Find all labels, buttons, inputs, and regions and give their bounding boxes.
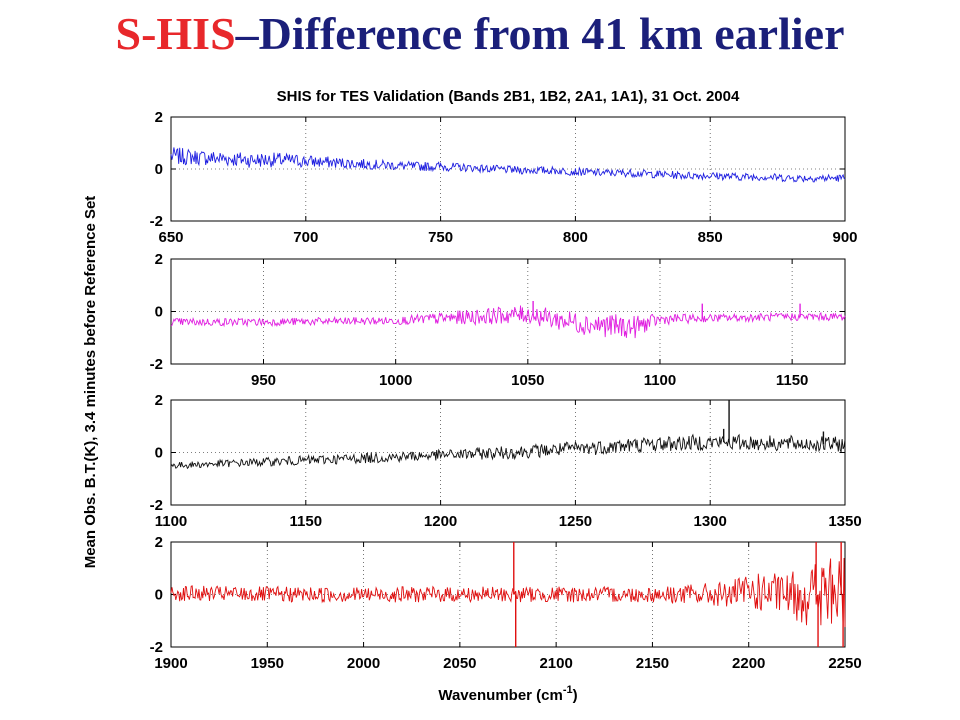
x-tick-label: 1300 xyxy=(694,513,727,530)
x-axis-label-sup: -1 xyxy=(563,684,573,696)
y-tick-label: 2 xyxy=(155,534,163,551)
x-tick-label: 2100 xyxy=(539,655,572,672)
x-tick-label: 900 xyxy=(832,229,857,246)
x-tick-label: 800 xyxy=(563,229,588,246)
x-axis-label-main: Wavenumber (cm xyxy=(438,687,562,704)
slide-title: S-HIS–Difference from 41 km earlier xyxy=(0,6,960,62)
x-tick-label: 1950 xyxy=(251,655,284,672)
y-tick-label: 0 xyxy=(155,161,163,178)
x-tick-label: 2050 xyxy=(443,655,476,672)
series-line-panel-4 xyxy=(170,557,846,628)
y-tick-label: 2 xyxy=(155,392,163,409)
x-tick-label: 1250 xyxy=(559,513,592,530)
y-tick-label: 0 xyxy=(155,587,163,604)
x-tick-label: 750 xyxy=(428,229,453,246)
x-tick-label: 1000 xyxy=(379,372,412,389)
panel-4: 1900 1950 2000 2050 2100 2150 2200 2250 2 0 -2 xyxy=(150,534,862,672)
slide-title-part2: –Difference from 41 km earlier xyxy=(235,8,845,59)
y-tick-label: -2 xyxy=(150,639,163,656)
slide-title-part1: S-HIS xyxy=(115,8,236,59)
x-tick-label: 650 xyxy=(158,229,183,246)
x-tick-label: 1050 xyxy=(511,372,544,389)
y-tick-label: 0 xyxy=(155,445,163,462)
series-line-panel-2 xyxy=(170,305,846,339)
x-tick-label: 2200 xyxy=(732,655,765,672)
x-tick-label: 1150 xyxy=(776,372,809,389)
y-tick-label: 2 xyxy=(155,109,163,126)
x-tick-label: 2250 xyxy=(828,655,861,672)
chart-title: SHIS for TES Validation (Bands 2B1, 1B2,… xyxy=(277,88,740,105)
x-tick-label: 1900 xyxy=(154,655,187,672)
y-axis-label: Mean Obs. B.T.(K), 3.4 minutes before Re… xyxy=(82,196,99,569)
panel-2: 950 1000 1050 1100 1150 2 0 -2 xyxy=(150,251,846,389)
y-tick-label: 2 xyxy=(155,251,163,268)
plot-panels: 650 700 750 800 850 900 2 0 -2 950 1000 1050 1100 115… xyxy=(150,109,862,672)
x-tick-label: 2150 xyxy=(636,655,669,672)
x-tick-label: 1100 xyxy=(644,372,677,389)
x-tick-label: 850 xyxy=(698,229,723,246)
x-tick-label: 1100 xyxy=(155,513,188,530)
x-tick-label: 2000 xyxy=(347,655,380,672)
panel-1: 650 700 750 800 850 900 2 0 -2 xyxy=(150,109,858,246)
x-tick-label: 1150 xyxy=(290,513,323,530)
y-tick-label: -2 xyxy=(150,497,163,514)
x-axis-label-suffix: ) xyxy=(573,687,578,704)
x-tick-label: 950 xyxy=(251,372,276,389)
panel-3: 1100 1150 1200 1250 1300 1350 2 0 -2 xyxy=(150,392,862,530)
y-tick-label: -2 xyxy=(150,356,163,373)
x-tick-label: 1350 xyxy=(828,513,861,530)
x-tick-label: 700 xyxy=(293,229,318,246)
series-line-panel-1 xyxy=(170,147,846,183)
y-tick-label: -2 xyxy=(150,213,163,230)
x-tick-label: 1200 xyxy=(424,513,457,530)
series-line-panel-3 xyxy=(170,433,846,470)
x-axis-label: Wavenumber (cm-1) xyxy=(438,684,577,704)
y-tick-label: 0 xyxy=(155,304,163,321)
